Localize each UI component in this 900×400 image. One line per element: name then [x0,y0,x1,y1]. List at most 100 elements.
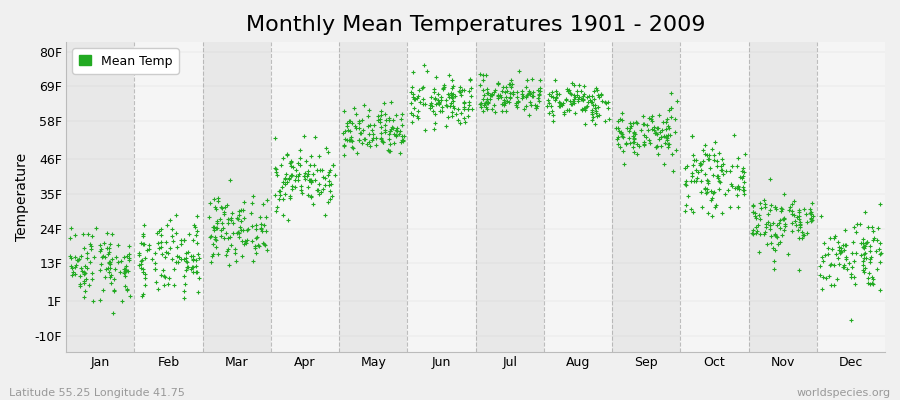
Point [303,162,318,168]
Point [833,249,848,255]
Point [521,88,535,94]
Point [663,132,678,138]
Point [93,248,107,254]
Point [637,141,652,148]
Point [285,172,300,178]
Point [870,237,885,244]
Point [844,316,859,323]
Point [364,137,379,144]
Point [664,114,679,120]
Point [777,191,791,197]
Point [745,230,760,236]
Point [542,100,556,107]
Point [684,206,698,212]
Point [524,102,538,108]
Point [823,262,837,268]
Point [136,291,150,297]
Point [235,253,249,260]
Point [75,268,89,274]
Point [464,92,479,99]
Point [213,233,228,239]
Point [304,179,319,185]
Point [382,148,396,154]
Point [352,125,366,131]
Point [155,251,169,258]
Point [732,185,746,192]
Point [109,254,123,260]
Point [730,185,744,192]
Point [617,161,632,168]
Point [679,202,693,209]
Point [119,267,133,273]
Point [856,262,870,268]
Bar [339,42,408,352]
Point [389,112,403,118]
Point [843,274,858,281]
Point [148,260,163,266]
Point [293,147,308,153]
Point [764,202,778,208]
Point [752,249,766,255]
Point [208,234,222,240]
Point [616,148,630,154]
Point [387,140,401,146]
Point [436,108,450,115]
Point [491,81,505,87]
Point [316,174,330,180]
Point [278,175,293,181]
Legend: Mean Temp: Mean Temp [73,48,179,74]
Point [283,193,297,199]
Point [211,250,225,257]
Point [559,96,573,103]
Point [803,206,817,212]
Point [562,107,576,114]
Point [493,92,508,98]
Point [343,137,357,143]
Point [650,143,664,150]
Point [72,281,86,288]
Point [436,86,451,92]
Point [178,255,193,262]
Point [452,88,466,94]
Point [837,242,851,249]
Point [308,134,322,140]
Point [552,91,566,98]
Point [220,246,235,253]
Point [339,137,354,144]
Point [645,126,660,133]
Point [491,92,505,99]
Point [166,238,180,245]
Point [382,136,396,142]
Point [472,71,487,77]
Point [255,227,269,234]
Point [222,262,237,268]
Point [587,88,601,94]
Point [404,110,419,116]
Point [763,226,778,232]
Point [819,275,833,281]
Point [249,222,264,228]
Point [710,173,724,180]
Point [96,253,111,260]
Point [871,246,886,253]
Point [140,246,154,253]
Point [361,113,375,119]
Point [363,122,377,128]
Point [712,186,726,192]
Point [181,248,195,255]
Point [816,240,831,246]
Point [748,215,762,221]
Point [615,110,629,116]
Point [77,269,92,275]
Point [494,100,508,107]
Point [228,246,242,252]
Point [273,192,287,198]
Point [654,134,669,140]
Point [208,204,222,210]
Point [545,89,560,95]
Point [69,257,84,263]
Point [216,224,230,231]
Point [753,200,768,207]
Point [709,202,724,208]
Point [268,192,283,198]
